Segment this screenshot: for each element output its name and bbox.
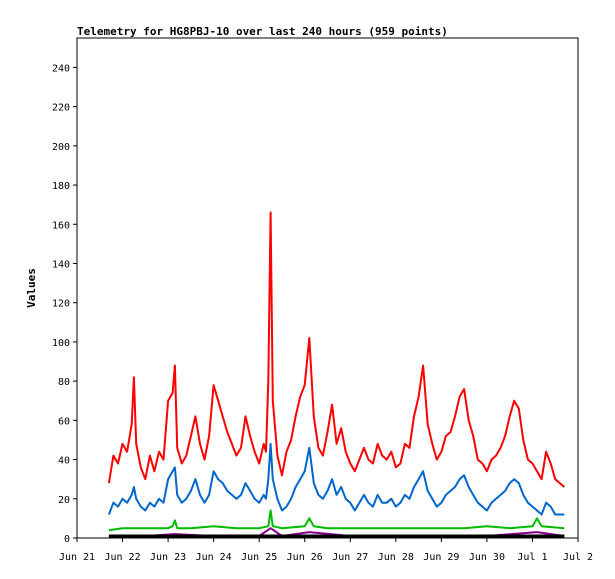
y-tick-label: 240 bbox=[52, 63, 70, 74]
y-axis: 0 20 40 60 80 100 120 140 160 180 200 220 240 bbox=[52, 63, 77, 545]
x-tick-label: Jun 21 bbox=[59, 552, 95, 563]
x-tick-label: Jul 1 bbox=[517, 552, 547, 563]
x-tick-label: Jun 24 bbox=[196, 552, 232, 563]
series-line-0 bbox=[107, 211, 565, 488]
x-tick-label: Jun 25 bbox=[241, 552, 277, 563]
chart-title: Telemetry for HG8PBJ-10 over last 240 ho… bbox=[77, 25, 448, 38]
series-line-1 bbox=[107, 442, 565, 516]
y-tick-label: 20 bbox=[58, 495, 70, 506]
y-tick-label: 100 bbox=[52, 338, 70, 349]
x-tick-label: Jun 29 bbox=[423, 552, 459, 563]
y-tick-label: 220 bbox=[52, 103, 70, 114]
y-tick-label: 160 bbox=[52, 220, 70, 231]
y-axis-label: Values bbox=[25, 268, 38, 308]
y-tick-label: 180 bbox=[52, 181, 70, 192]
y-tick-label: 120 bbox=[52, 299, 70, 310]
x-tick-label: Jun 23 bbox=[150, 552, 186, 563]
y-tick-label: 80 bbox=[58, 377, 70, 388]
x-tick-label: Jun 28 bbox=[378, 552, 414, 563]
x-tick-label: Jun 30 bbox=[469, 552, 505, 563]
x-tick-label: Jun 22 bbox=[104, 552, 140, 563]
series-layer bbox=[107, 211, 565, 538]
x-tick-label: Jul 2 bbox=[563, 552, 593, 563]
x-axis: Jun 21 Jun 22 Jun 23 Jun 24 Jun 25 Jun 26 Jun … bbox=[59, 538, 593, 563]
series-line-2 bbox=[108, 509, 565, 532]
y-tick-label: 200 bbox=[52, 142, 70, 153]
y-tick-label: 40 bbox=[58, 456, 70, 467]
y-tick-label: 140 bbox=[52, 259, 70, 270]
x-tick-label: Jun 26 bbox=[287, 552, 323, 563]
y-tick-label: 60 bbox=[58, 416, 70, 427]
y-tick-label: 0 bbox=[64, 534, 70, 545]
x-tick-label: Jun 27 bbox=[332, 552, 368, 563]
